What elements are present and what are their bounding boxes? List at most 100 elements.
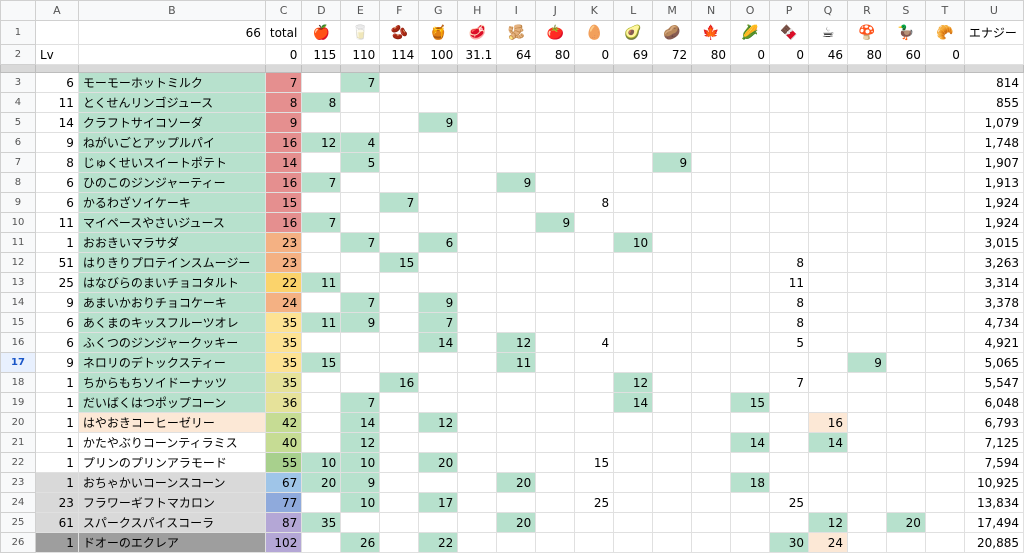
ingredient-cell[interactable] [496, 252, 537, 273]
ingredient-cell[interactable] [457, 272, 498, 293]
ingredient-cell[interactable] [730, 72, 771, 93]
ingredient-cell[interactable] [885, 272, 926, 293]
ingredient-cell[interactable] [652, 272, 693, 293]
ingredient-cell[interactable]: 11 [301, 272, 342, 293]
ingredient-cell[interactable] [885, 292, 926, 313]
ingredient-cell[interactable]: 9 [535, 212, 576, 233]
ingredient-cell[interactable] [613, 212, 654, 233]
ingredient-cell[interactable] [457, 252, 498, 273]
ingredient-cell[interactable] [301, 152, 342, 173]
ingredient-cell[interactable] [652, 292, 693, 313]
ingredient-cell[interactable] [301, 372, 342, 393]
ingredient-cell[interactable] [613, 512, 654, 533]
ingredient-cell[interactable]: 7 [418, 312, 459, 333]
ingredient-cell[interactable]: 14 [613, 392, 654, 413]
column-header-p[interactable]: P [769, 0, 809, 21]
ingredient-cell[interactable] [574, 432, 615, 453]
ingredient-cell[interactable] [846, 292, 887, 313]
ingredient-cell[interactable] [769, 432, 809, 453]
column-header-f[interactable]: F [379, 0, 420, 21]
ingredient-cell[interactable]: 9 [340, 312, 381, 333]
ingredient-cell[interactable] [652, 232, 693, 253]
row-header[interactable]: 11 [0, 232, 36, 253]
ingredient-cell[interactable] [301, 392, 342, 413]
ingredient-cell[interactable] [535, 512, 576, 533]
croissant-icon[interactable]: 🥐 [924, 20, 965, 45]
ingredient-cell[interactable] [418, 212, 459, 233]
recipe-name-cell[interactable]: かたやぶりコーンティラミス [77, 432, 266, 453]
ingredient-cell[interactable] [769, 192, 809, 213]
row-header[interactable]: 24 [0, 492, 36, 513]
ingredient-cell[interactable] [496, 372, 537, 393]
cell[interactable]: 80 [846, 44, 887, 65]
ingredient-cell[interactable] [535, 112, 576, 133]
ingredient-cell[interactable] [535, 432, 576, 453]
ingredient-cell[interactable] [301, 72, 342, 93]
ingredient-cell[interactable] [613, 432, 654, 453]
ingredient-cell[interactable] [846, 132, 887, 153]
ingredient-cell[interactable] [691, 72, 732, 93]
total-cell[interactable]: 55 [264, 452, 303, 473]
ingredient-cell[interactable]: 8 [574, 192, 615, 213]
duck-icon[interactable]: 🦆 [885, 20, 926, 45]
ingredient-cell[interactable] [379, 312, 420, 333]
ingredient-cell[interactable] [691, 412, 732, 433]
row-header[interactable]: 20 [0, 412, 36, 433]
chocolate-icon[interactable]: 🍫 [769, 20, 809, 45]
ingredient-cell[interactable] [613, 152, 654, 173]
cell[interactable]: 0 [730, 44, 771, 65]
ingredient-cell[interactable]: 9 [652, 152, 693, 173]
cell[interactable] [34, 20, 79, 45]
ingredient-cell[interactable] [924, 92, 965, 113]
row-header[interactable]: 12 [0, 252, 36, 273]
ingredient-cell[interactable] [457, 112, 498, 133]
ingredient-cell[interactable]: 15 [730, 392, 771, 413]
column-header-k[interactable]: K [574, 0, 615, 21]
level-cell[interactable]: 9 [34, 132, 79, 153]
ingredient-cell[interactable] [340, 352, 381, 373]
ingredient-cell[interactable] [379, 492, 420, 513]
ginger-icon[interactable]: 🫚 [496, 20, 537, 45]
ingredient-cell[interactable] [808, 492, 848, 513]
recipe-name-cell[interactable]: ひのこのジンジャーティー [77, 172, 266, 193]
energy-cell[interactable]: 5,547 [963, 372, 1024, 393]
cell[interactable] [77, 44, 266, 65]
ingredient-cell[interactable] [691, 212, 732, 233]
ingredient-cell[interactable] [808, 72, 848, 93]
ingredient-cell[interactable] [652, 72, 693, 93]
energy-cell[interactable]: 7,125 [963, 432, 1024, 453]
ingredient-cell[interactable] [613, 192, 654, 213]
ingredient-cell[interactable] [691, 352, 732, 373]
ingredient-cell[interactable] [769, 112, 809, 133]
ingredient-cell[interactable] [808, 192, 848, 213]
ingredient-cell[interactable] [457, 312, 498, 333]
ingredient-cell[interactable] [885, 72, 926, 93]
ingredient-cell[interactable] [613, 452, 654, 473]
ingredient-cell[interactable] [846, 192, 887, 213]
ingredient-cell[interactable] [613, 252, 654, 273]
total-cell[interactable]: 35 [264, 372, 303, 393]
ingredient-cell[interactable] [846, 272, 887, 293]
ingredient-cell[interactable] [730, 292, 771, 313]
ingredient-cell[interactable] [885, 132, 926, 153]
ingredient-cell[interactable] [418, 392, 459, 413]
row-header[interactable]: 19 [0, 392, 36, 413]
row-header[interactable]: 2 [0, 44, 36, 65]
energy-cell[interactable]: 1,907 [963, 152, 1024, 173]
total-cell[interactable]: 35 [264, 312, 303, 333]
ingredient-cell[interactable]: 9 [846, 352, 887, 373]
ingredient-cell[interactable] [924, 452, 965, 473]
ingredient-cell[interactable] [885, 172, 926, 193]
ingredient-cell[interactable]: 7 [301, 212, 342, 233]
corner-cell[interactable] [0, 0, 36, 21]
ingredient-cell[interactable]: 16 [808, 412, 848, 433]
ingredient-cell[interactable]: 14 [808, 432, 848, 453]
ingredient-cell[interactable] [613, 292, 654, 313]
ingredient-cell[interactable]: 20 [418, 452, 459, 473]
ingredient-cell[interactable] [691, 332, 732, 353]
ingredient-cell[interactable] [613, 112, 654, 133]
energy-cell[interactable]: 4,734 [963, 312, 1024, 333]
ingredient-cell[interactable] [574, 352, 615, 373]
ingredient-cell[interactable]: 35 [301, 512, 342, 533]
ingredient-cell[interactable] [846, 72, 887, 93]
